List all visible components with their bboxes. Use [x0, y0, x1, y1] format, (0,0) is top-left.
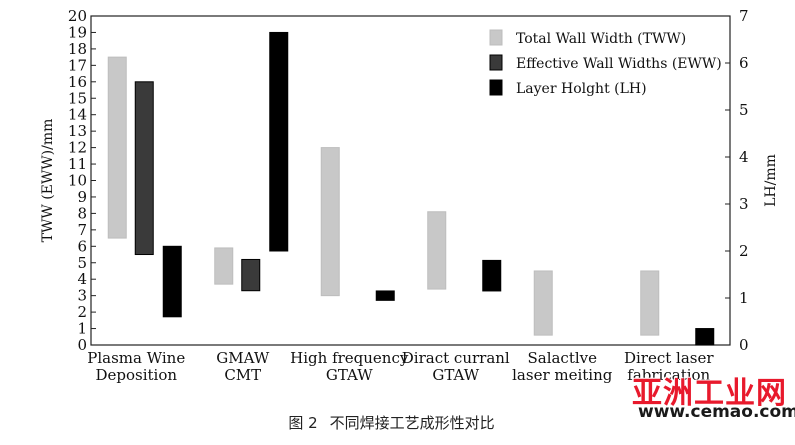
y-left-tick-label: 5: [77, 254, 87, 272]
figure-caption-text: 不同焊接工艺成形性对比: [329, 414, 495, 432]
watermark-brand: 亚洲工业网: [632, 376, 787, 411]
chart-bars: [107, 31, 715, 346]
y-left-tick-label: 14: [68, 106, 87, 124]
x-tick-label: GTAW: [432, 366, 479, 384]
y-left-axis-title: TWW (EWW)/mm: [40, 119, 56, 243]
y-left-tick-label: 0: [77, 336, 87, 354]
y-left-tick-label: 4: [77, 270, 87, 288]
y-left-tick-label: 12: [68, 139, 87, 157]
legend-swatch: [489, 79, 503, 96]
chart-legend: Total Wall Width (TWW) Effective Wall Wid…: [489, 29, 722, 97]
x-tick-label: Deposition: [95, 366, 177, 384]
legend-label: Total Wall Width (TWW): [516, 31, 686, 47]
x-tick-label: Plasma Wine: [87, 349, 185, 367]
x-tick-label: laser meiting: [512, 366, 613, 384]
legend-swatch: [489, 29, 503, 46]
bar-tww: [214, 247, 234, 285]
y-left-tick-label: 2: [77, 303, 87, 321]
bar-lh: [695, 328, 715, 346]
y-right-tick-label: 2: [739, 242, 749, 260]
y-right-tick-label: 6: [739, 54, 749, 72]
bar-lh: [375, 290, 395, 301]
y-right-tick-label: 4: [739, 148, 749, 166]
watermark-logo: 亚洲工业网 www.cemao.com: [632, 368, 795, 428]
bar-lh: [269, 31, 289, 252]
figure-number: 图 2: [288, 414, 318, 432]
x-tick-label: fabrication: [627, 366, 710, 384]
watermark-url: www.cemao.com: [638, 402, 795, 422]
bar-eww: [134, 81, 154, 256]
y-left-tick-label: 20: [68, 7, 87, 25]
legend-swatch: [489, 54, 503, 71]
y-left-tick-label: 7: [77, 221, 87, 239]
y-right-tick-label: 5: [739, 101, 749, 119]
x-tick-label: Salactlve: [527, 349, 597, 367]
y-left-tick-label: 9: [77, 188, 87, 206]
bar-lh: [162, 245, 182, 318]
y-left-tick-label: 19: [68, 23, 87, 41]
figure-caption: 图 2 不同焊接工艺成形性对比: [0, 412, 795, 433]
y-right-axis-title: LH/mm: [763, 154, 779, 207]
y-left-tick-label: 16: [68, 73, 87, 91]
y-left-tick-label: 17: [68, 56, 87, 74]
y-left-tick-label: 3: [77, 287, 87, 305]
y-left-tick-label: 11: [68, 155, 87, 173]
legend-label: Layer Holght (LH): [516, 81, 647, 97]
y-right-tick-label: 7: [739, 7, 749, 25]
x-tick-label: GMAW: [216, 349, 270, 367]
chart-canvas: 0123456789101112131415161718192001234567…: [40, 7, 779, 384]
bar-tww: [427, 211, 447, 290]
bar-tww: [320, 147, 340, 297]
y-left-tick-label: 6: [77, 237, 87, 255]
y-left-tick-label: 15: [68, 89, 87, 107]
bar-eww: [241, 258, 261, 292]
x-tick-label: Direct laser: [624, 349, 714, 367]
y-left-tick-label: 1: [77, 320, 87, 338]
bar-tww: [640, 270, 660, 336]
y-right-tick-label: 1: [739, 289, 749, 307]
y-left-tick-label: 8: [77, 204, 87, 222]
y-left-tick-label: 10: [68, 172, 87, 190]
y-left-tick-label: 18: [68, 40, 87, 58]
bar-lh: [482, 259, 502, 292]
y-right-tick-label: 0: [739, 336, 749, 354]
y-right-tick-label: 3: [739, 195, 749, 213]
bar-tww: [107, 56, 127, 239]
x-tick-label: Diract curranl: [402, 349, 510, 367]
x-tick-label: GTAW: [326, 366, 373, 384]
legend-label: Effective Wall Widths (EWW): [516, 56, 722, 72]
chart-axes: 0123456789101112131415161718192001234567…: [40, 7, 779, 354]
x-tick-label: High frequency: [290, 349, 409, 367]
y-left-tick-label: 13: [68, 122, 87, 140]
bar-tww: [533, 270, 553, 336]
x-tick-label: CMT: [224, 366, 261, 384]
